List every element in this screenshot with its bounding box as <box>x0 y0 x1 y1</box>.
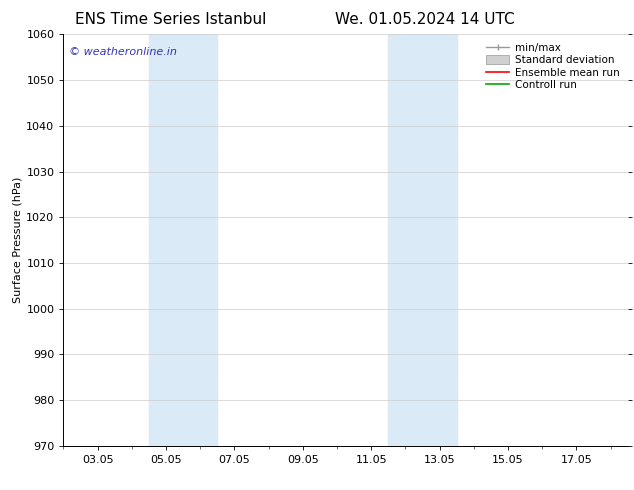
Y-axis label: Surface Pressure (hPa): Surface Pressure (hPa) <box>12 177 22 303</box>
Bar <box>149 34 217 446</box>
Text: ENS Time Series Istanbul: ENS Time Series Istanbul <box>75 12 267 27</box>
Text: We. 01.05.2024 14 UTC: We. 01.05.2024 14 UTC <box>335 12 515 27</box>
Bar <box>388 34 456 446</box>
Text: © weatheronline.in: © weatheronline.in <box>69 47 177 57</box>
Legend: min/max, Standard deviation, Ensemble mean run, Controll run: min/max, Standard deviation, Ensemble me… <box>483 40 623 94</box>
